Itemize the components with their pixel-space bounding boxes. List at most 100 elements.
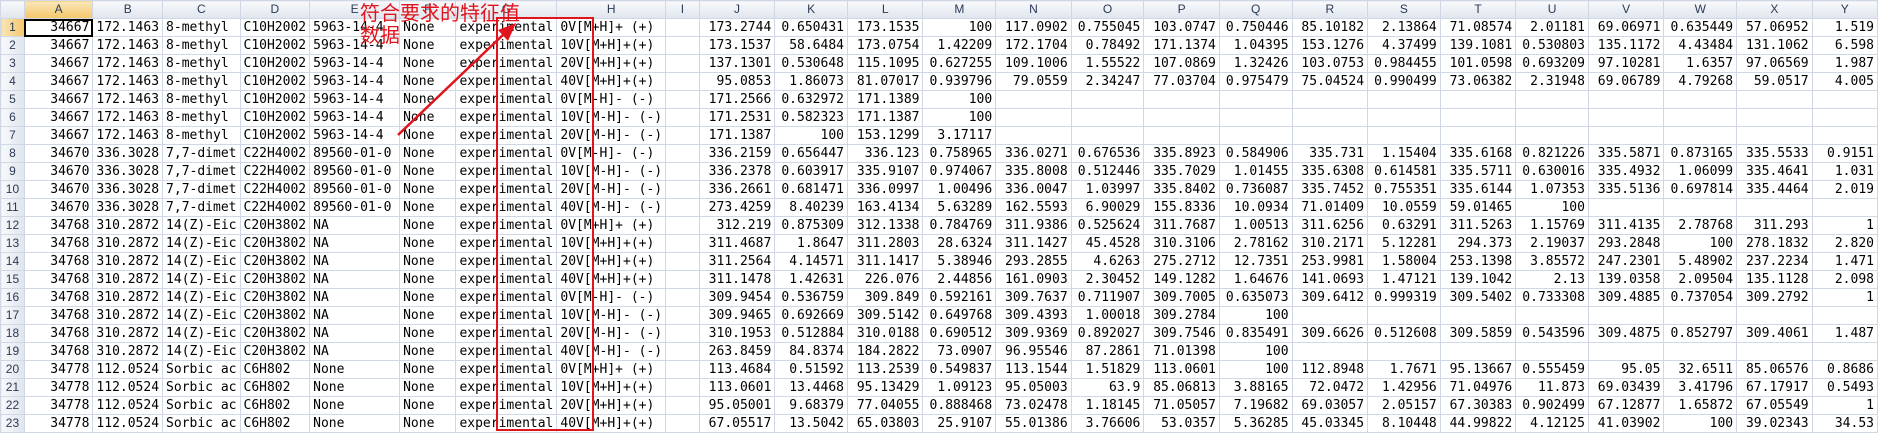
cell[interactable]: 309.4885 [1587,288,1665,307]
cell[interactable]: 20V[M+H]+(+) [556,54,667,73]
column-header-q[interactable]: Q [1218,0,1293,19]
cell[interactable]: 139.0358 [1587,270,1665,289]
cell[interactable]: 335.5871 [1587,144,1665,163]
cell[interactable]: 137.1301 [698,54,776,73]
cell[interactable]: None [399,72,457,91]
cell[interactable]: 0.512608 [1367,324,1441,343]
cell[interactable]: 95.13429 [846,378,924,397]
cell[interactable]: 0.892027 [1070,324,1145,343]
row-header[interactable]: 9 [0,162,25,181]
cell[interactable]: 311.6256 [1291,216,1369,235]
cell[interactable]: 336.2159 [698,144,776,163]
cell[interactable]: 1.00496 [922,180,997,199]
cell[interactable]: None [399,126,457,145]
cell[interactable]: 172.1463 [92,90,164,109]
cell[interactable] [1736,126,1813,145]
cell[interactable] [1811,126,1878,145]
cell[interactable]: 40V[M-H]- (-) [556,198,667,217]
cell[interactable]: 1.32426 [1218,54,1293,73]
cell[interactable] [1811,108,1878,127]
cell[interactable]: 34778 [23,378,94,397]
cell[interactable] [665,18,700,37]
cell[interactable]: None [309,378,401,397]
cell[interactable]: 77.03704 [1143,72,1220,91]
cell[interactable] [1439,126,1517,145]
cell[interactable]: 0.975479 [1218,72,1293,91]
cell[interactable]: 10V[M-H]- (-) [556,108,667,127]
column-header-x[interactable]: X [1736,0,1813,19]
cell[interactable]: 0.750446 [1218,18,1293,37]
column-header-s[interactable]: S [1367,0,1441,19]
cell[interactable]: 1.519 [1811,18,1878,37]
cell[interactable]: None [309,396,401,415]
cell[interactable]: 1.09123 [922,378,997,397]
cell[interactable]: experimental [455,54,558,73]
cell[interactable]: None [399,18,457,37]
cell[interactable]: 336.0271 [995,144,1072,163]
cell[interactable]: 312.219 [698,216,776,235]
cell[interactable]: 311.4687 [698,234,776,253]
cell[interactable]: 1.01455 [1218,162,1293,181]
cell[interactable]: 2.78768 [1663,216,1738,235]
cell[interactable]: 173.2744 [698,18,776,37]
cell[interactable]: 81.07017 [846,72,924,91]
cell[interactable]: 335.4932 [1587,162,1665,181]
cell[interactable]: 112.0524 [92,414,164,433]
cell[interactable] [1663,342,1738,361]
cell[interactable]: 34768 [23,342,94,361]
cell[interactable]: 4.43484 [1663,36,1738,55]
cell[interactable]: 309.5402 [1439,288,1517,307]
column-header-w[interactable]: W [1663,0,1738,19]
cell[interactable]: None [399,324,457,343]
cell[interactable]: 100 [1218,360,1293,379]
cell[interactable] [1367,342,1441,361]
cell[interactable]: 63.9 [1070,378,1145,397]
cell[interactable]: NA [309,216,401,235]
column-header-k[interactable]: K [774,0,848,19]
row-header[interactable]: 8 [0,144,25,163]
column-header-n[interactable]: N [995,0,1072,19]
cell[interactable]: 100 [1663,234,1738,253]
cell[interactable]: 25.9107 [922,414,997,433]
cell[interactable]: C10H2002 [239,90,311,109]
cell[interactable]: 172.1704 [995,36,1072,55]
cell[interactable]: 112.0524 [92,360,164,379]
row-header[interactable]: 20 [0,360,25,379]
cell[interactable]: 59.01465 [1439,198,1517,217]
cell[interactable] [1811,306,1878,325]
cell[interactable]: 14(Z)-Eic [162,270,241,289]
cell[interactable]: 34667 [23,54,94,73]
cell[interactable]: None [399,270,457,289]
cell[interactable]: C10H2002 [239,72,311,91]
cell[interactable]: None [399,252,457,271]
cell[interactable]: 149.1282 [1143,270,1220,289]
cell[interactable]: 237.2234 [1736,252,1813,271]
cell[interactable]: 89560-01-0 [309,144,401,163]
cell[interactable]: 67.05517 [698,414,776,433]
cell[interactable]: 113.4684 [698,360,776,379]
cell[interactable]: 8.10448 [1367,414,1441,433]
cell[interactable]: 1.6357 [1663,54,1738,73]
cell[interactable]: 1.471 [1811,252,1878,271]
cell[interactable]: 0.543596 [1515,324,1589,343]
cell[interactable]: 14(Z)-Eic [162,252,241,271]
cell[interactable] [1736,198,1813,217]
cell[interactable]: 6.598 [1811,36,1878,55]
cell[interactable]: 59.0517 [1736,72,1813,91]
cell[interactable]: 263.8459 [698,342,776,361]
cell[interactable]: 100 [1663,414,1738,433]
cell[interactable]: 32.6511 [1663,360,1738,379]
cell[interactable]: 11.873 [1515,378,1589,397]
cell[interactable] [1587,198,1665,217]
cell[interactable]: 1.42956 [1367,378,1441,397]
cell[interactable]: 12.7351 [1218,252,1293,271]
cell[interactable]: 0.873165 [1663,144,1738,163]
cell[interactable]: 55.01386 [995,414,1072,433]
row-header[interactable]: 10 [0,180,25,199]
cell[interactable]: 100 [1218,342,1293,361]
cell[interactable]: 10V[M+H]+(+) [556,234,667,253]
cell[interactable]: 309.6412 [1291,288,1369,307]
cell[interactable]: 2.098 [1811,270,1878,289]
cell[interactable]: 7,7-dimet [162,180,241,199]
cell[interactable]: 71.08574 [1439,18,1517,37]
